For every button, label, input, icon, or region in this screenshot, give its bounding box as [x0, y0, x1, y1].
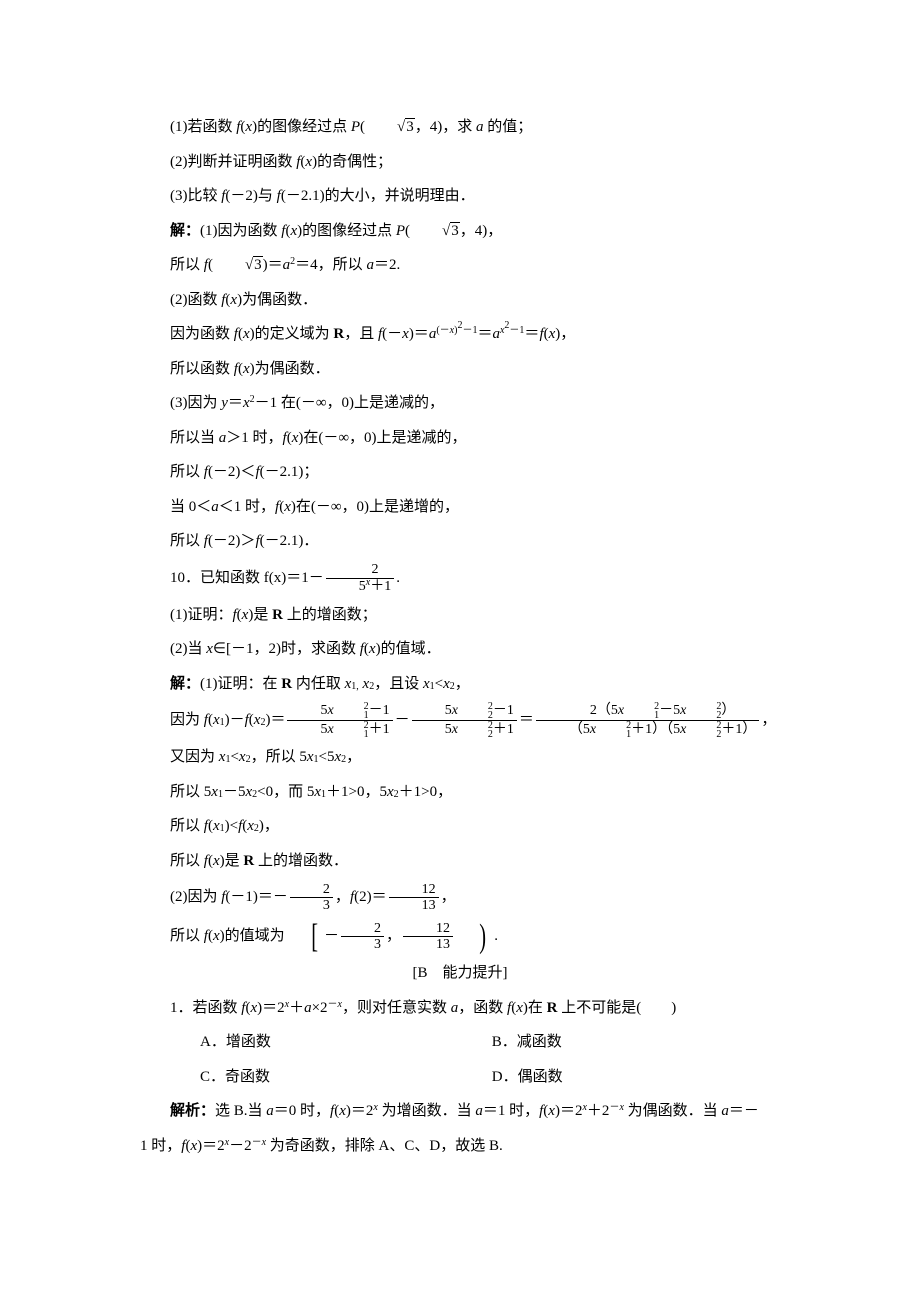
- page: (1)若函数 f(x)的图像经过点 P(3，4)，求 a 的值； (2)判断并证…: [0, 0, 920, 1223]
- text-line: (3)比较 f(－2)与 f(－2.1)的大小，并说明理由．: [140, 179, 780, 214]
- fraction: 23: [341, 921, 384, 953]
- text-line: (3)因为 y＝x2－1 在(－∞，0)上是递减的，: [140, 386, 780, 421]
- fraction: 23: [290, 882, 333, 914]
- text-line: 解：(1)证明：在 R 内任取 x1, x2，且设 x1<x2，: [140, 667, 780, 702]
- text-line: 所以 5x1－5x2<0，而 5x1＋1>0，5x2＋1>0，: [140, 775, 780, 810]
- text-line: 解：(1)因为函数 f(x)的图像经过点 P(3，4)，: [140, 214, 780, 249]
- text-line: 所以 f(－2)＞f(－2.1)．: [140, 524, 780, 559]
- text-line: (2)函数 f(x)为偶函数．: [140, 283, 780, 318]
- text-line: 所以函数 f(x)为偶函数．: [140, 352, 780, 387]
- option-c: C．奇函数: [170, 1060, 458, 1095]
- analysis-line-2: 1 时，f(x)＝2x－2－x 为奇函数，排除 A、C、D，故选 B.: [140, 1129, 780, 1164]
- q10-lead: 10．已知函数 f(x)＝1－: [170, 570, 324, 586]
- text-line: 所以当 a＞1 时，f(x)在(－∞，0)上是递减的，: [140, 421, 780, 456]
- options-row: C．奇函数 D．偶函数: [140, 1060, 780, 1095]
- text-line: (1)若函数 f(x)的图像经过点 P(3，4)，求 a 的值；: [140, 110, 780, 145]
- text-line: 所以 f(－2)＜f(－2.1)；: [140, 455, 780, 490]
- question-10: 10．已知函数 f(x)＝1－25x＋1.: [140, 559, 780, 598]
- result-line: (2)因为 f(－1)＝－23，f(2)＝1213，: [140, 878, 780, 917]
- fraction: 1213: [389, 882, 439, 914]
- text-line: (2)判断并证明函数 f(x)的奇偶性；: [140, 145, 780, 180]
- range-line: 所以 f(x)的值域为[－23，1213).: [140, 917, 780, 956]
- text-line: 因为函数 f(x)的定义域为 R，且 f(－x)＝a(－x)2－1＝ax2－1＝…: [140, 317, 780, 352]
- section-b-heading: [B 能力提升]: [140, 956, 780, 991]
- text-line: 所以 f(3)＝a2＝4，所以 a＝2.: [140, 248, 780, 283]
- text-line: 所以 f(x)是 R 上的增函数．: [140, 844, 780, 879]
- text-line: (2)当 x∈[－1，2)时，求函数 f(x)的值域．: [140, 632, 780, 667]
- option-d: D．偶函数: [462, 1060, 563, 1095]
- text-line: 当 0＜a＜1 时，f(x)在(－∞，0)上是递增的，: [140, 490, 780, 525]
- analysis-line-1: 解析：选 B.当 a＝0 时，f(x)＝2x 为增函数．当 a＝1 时，f(x)…: [140, 1094, 780, 1129]
- option-b: B．减函数: [462, 1025, 562, 1060]
- options-row: A．增函数 B．减函数: [140, 1025, 780, 1060]
- option-a: A．增函数: [170, 1025, 458, 1060]
- fraction: 2（5x21－5x22）（5x21＋1）（5x22＋1）: [536, 702, 759, 739]
- text-line: 又因为 x1<x2，所以 5x1<5x2，: [140, 740, 780, 775]
- analysis-label: 解析：: [170, 1103, 215, 1119]
- derivation-line: 因为 f(x1)－f(x2)＝5x21－15x21＋1－5x22－15x22＋1…: [140, 701, 780, 740]
- fraction: 5x21－15x21＋1: [287, 702, 392, 739]
- text-line: 所以 f(x1)<f(x2)，: [140, 809, 780, 844]
- fraction: 5x22－15x22＋1: [412, 702, 517, 739]
- question-1: 1．若函数 f(x)＝2x＋a×2－x，则对任意实数 a，函数 f(x)在 R …: [140, 991, 780, 1026]
- fraction: 25x＋1: [326, 562, 394, 594]
- fraction: 1213: [403, 921, 453, 953]
- text-line: (1)证明：f(x)是 R 上的增函数；: [140, 598, 780, 633]
